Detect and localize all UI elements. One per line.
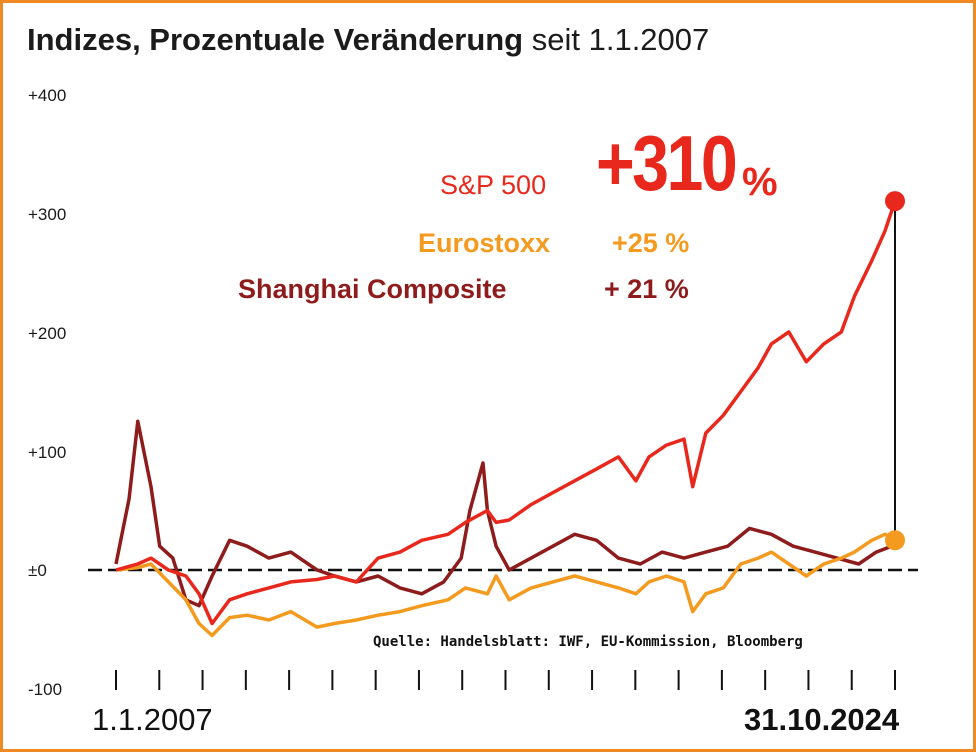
y-tick-label: +300 <box>28 205 67 224</box>
legend-sp500-name: S&P 500 <box>440 170 547 200</box>
legend-sp500-value: +310 <box>596 119 738 207</box>
source-note: Quelle: Handelsblatt: IWF, EU-Kommission… <box>373 634 803 650</box>
legend-eurostoxx-value: +25 % <box>612 228 690 258</box>
y-tick-label: +400 <box>28 86 67 105</box>
end-marker-s-p-500 <box>885 191 905 212</box>
series-line-eurostoxx <box>115 532 896 638</box>
chart-title: Indizes, Prozentuale Veränderung seit 1.… <box>27 22 709 58</box>
legend-sp500-percent: % <box>742 160 778 204</box>
y-tick-label: ±0 <box>28 561 47 580</box>
legend-shanghai-name: Shanghai Composite <box>238 274 507 304</box>
x-label-end: 31.10.2024 <box>744 702 900 737</box>
end-marker-eurostoxx <box>885 530 905 551</box>
legend-eurostoxx-name: Eurostoxx <box>418 228 551 258</box>
y-tick-label: +100 <box>28 443 67 462</box>
x-label-start: 1.1.2007 <box>92 702 213 737</box>
y-tick-label: -100 <box>28 680 63 699</box>
y-tick-label: +200 <box>28 324 67 343</box>
series-line-s-p-500 <box>115 200 897 626</box>
legend-shanghai-value: + 21 % <box>604 274 689 304</box>
chart-title-light: seit 1.1.2007 <box>531 22 710 57</box>
chart-title-bold: Indizes, Prozentuale Veränderung <box>27 22 524 57</box>
series-line-shanghai-composite <box>114 419 896 608</box>
